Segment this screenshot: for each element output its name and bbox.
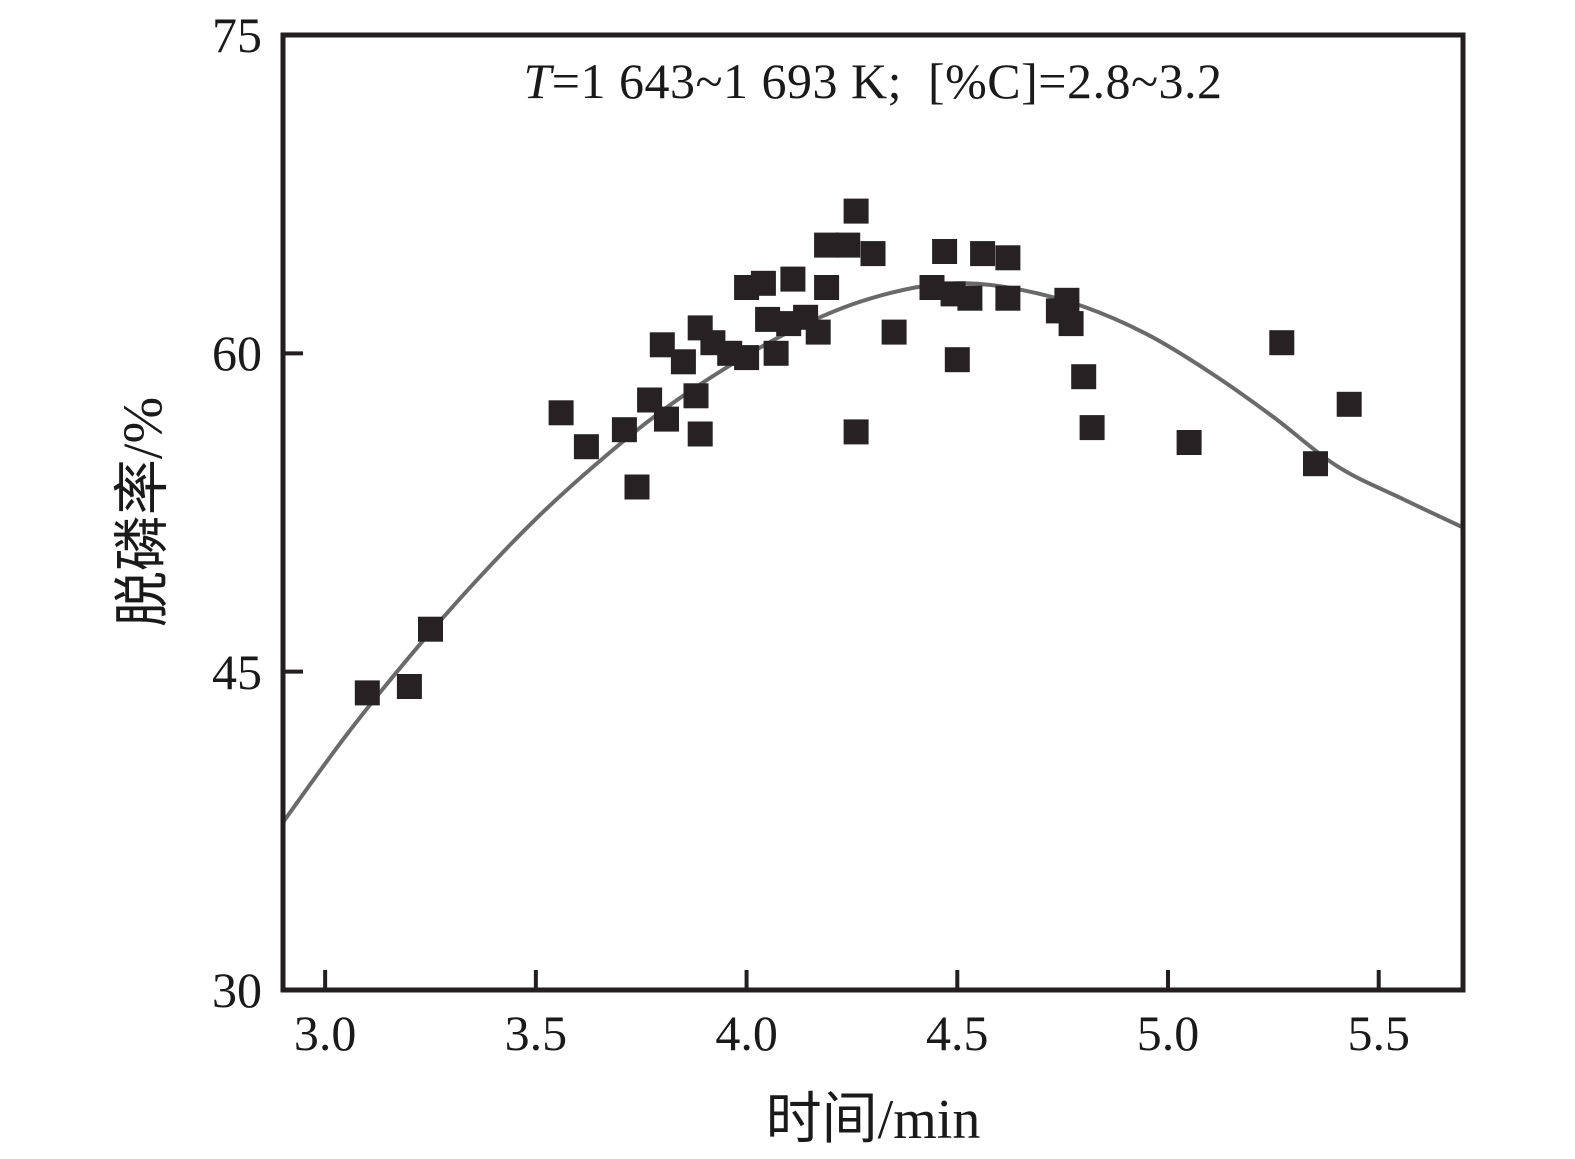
- data-point-marker: [1176, 430, 1202, 455]
- y-tick-label: 60: [212, 325, 262, 382]
- data-point-marker: [418, 616, 443, 642]
- data-point-marker: [881, 319, 907, 345]
- data-point-marker: [396, 674, 422, 699]
- x-tick-label: 4.5: [926, 1005, 989, 1061]
- annotation-variable: T: [523, 53, 552, 109]
- annotation-text: =1 643~1 693 K; [%C]=2.8~3.2: [551, 53, 1223, 109]
- data-point-marker: [919, 275, 945, 300]
- y-axis-title: 脱磷率/%: [112, 396, 175, 628]
- data-point-marker: [354, 680, 380, 706]
- data-point-marker: [1071, 364, 1097, 390]
- data-point-marker: [843, 419, 869, 445]
- data-point-marker: [670, 349, 696, 375]
- data-point-marker: [649, 332, 675, 358]
- data-point-marker: [1269, 330, 1295, 356]
- plot-annotation: T=1 643~1 693 K; [%C]=2.8~3.2: [283, 52, 1463, 110]
- axis-ticks-layer: [283, 33, 1381, 992]
- y-tick-label: 30: [212, 962, 262, 1018]
- x-tick-label: 5.0: [1136, 1005, 1200, 1061]
- data-point-marker: [624, 474, 650, 500]
- data-point-marker: [805, 319, 831, 345]
- data-point-marker: [835, 232, 861, 258]
- data-point-marker: [1058, 311, 1084, 337]
- plot-border: [280, 32, 1466, 993]
- x-tick-label: 3.5: [504, 1005, 568, 1061]
- data-point-marker: [1303, 451, 1328, 477]
- data-point-marker: [654, 406, 679, 432]
- data-point-marker: [755, 306, 781, 332]
- data-point-marker: [573, 434, 599, 460]
- data-point-marker: [750, 270, 776, 296]
- fit-curve: [281, 281, 1464, 824]
- data-point-marker: [944, 347, 970, 373]
- data-point-marker: [548, 400, 574, 426]
- data-point-marker: [814, 232, 840, 258]
- data-point-marker: [1079, 415, 1105, 441]
- x-axis-title: 时间/min: [765, 1089, 981, 1151]
- data-point-marker: [932, 239, 958, 264]
- data-point-marker: [611, 417, 637, 443]
- data-point-marker: [780, 266, 806, 292]
- data-point-marker: [683, 383, 709, 409]
- data-point-marker: [957, 285, 983, 311]
- data-point-marker: [1054, 287, 1080, 313]
- data-point-marker: [814, 275, 840, 300]
- data-point-marker: [734, 345, 760, 371]
- x-tick-label: 5.5: [1347, 1005, 1410, 1061]
- x-tick-label: 3.0: [293, 1005, 357, 1061]
- x-tick-label: 4.0: [715, 1005, 778, 1061]
- scatter-points-layer: [354, 198, 1362, 706]
- data-point-marker: [995, 245, 1021, 271]
- data-point-marker: [763, 340, 789, 366]
- data-point-marker: [860, 241, 886, 267]
- data-point-marker: [970, 241, 996, 267]
- data-point-marker: [687, 421, 713, 447]
- fit-curve-layer: [281, 281, 1464, 824]
- data-point-marker: [843, 198, 869, 224]
- data-point-marker: [1336, 391, 1362, 417]
- y-tick-label: 75: [212, 7, 262, 63]
- data-point-marker: [995, 285, 1021, 311]
- y-tick-label: 45: [212, 643, 262, 700]
